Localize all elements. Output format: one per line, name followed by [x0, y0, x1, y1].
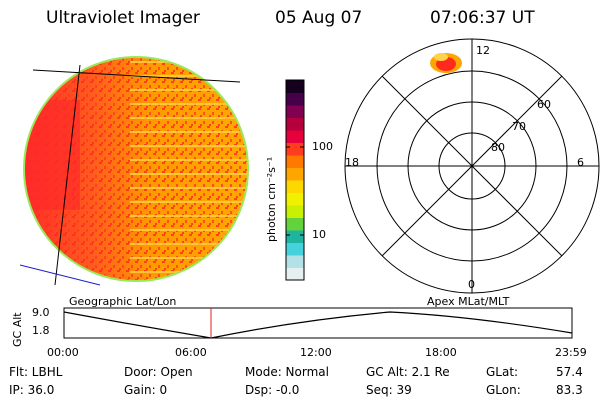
ip-status: IP: 36.0 [9, 383, 55, 397]
colorbar-band [286, 105, 304, 118]
lat-label-80: 80 [491, 141, 505, 154]
colorbar-band [286, 267, 304, 281]
colorbar-band [286, 167, 304, 181]
timeline-xtick-3: 18:00 [425, 346, 457, 359]
gcalt-status: GC Alt: 2.1 Re [366, 365, 450, 379]
seq-status: Seq: 39 [366, 383, 412, 397]
colorbar-band [286, 205, 304, 218]
glat-value: 57.4 [556, 365, 583, 379]
mode-status: Mode: Normal [245, 365, 329, 379]
timeline-xtick-1: 06:00 [175, 346, 207, 359]
colorbar-unit-label: photon cm⁻²s⁻¹ [265, 156, 278, 242]
lat-label-70: 70 [512, 120, 526, 133]
colorbar-band [286, 242, 304, 256]
instrument-title: Ultraviolet Imager [46, 8, 200, 28]
glat-label: GLat: [486, 365, 519, 379]
mlt-label-0: 0 [468, 278, 475, 291]
mlt-label-18: 18 [345, 156, 359, 169]
gain-status: Gain: 0 [124, 383, 168, 397]
colorbar-tick-100: 100 [312, 140, 333, 153]
glon-value: 83.3 [556, 383, 583, 397]
colorbar-tick-10: 10 [312, 228, 326, 241]
colorbar-band [286, 92, 304, 106]
colorbar-band [286, 155, 304, 168]
colorbar-band [286, 192, 304, 206]
mlt-label-12: 12 [476, 44, 490, 57]
colorbar-band [286, 80, 304, 93]
timeline-ytick-top: 9.0 [32, 306, 50, 319]
timeline-xtick-0: 00:00 [47, 346, 79, 359]
colorbar-band [286, 230, 304, 243]
colorbar-band [286, 255, 304, 268]
timeline-right-label: Apex MLat/MLT [427, 295, 510, 308]
glon-label: GLon: [486, 383, 521, 397]
door-status: Door: Open [124, 365, 193, 379]
timeline-left-label: Geographic Lat/Lon [69, 295, 177, 308]
filter-status: Flt: LBHL [9, 365, 63, 379]
colorbar-band [286, 180, 304, 193]
timeline-xtick-2: 12:00 [300, 346, 332, 359]
colorbar-band [286, 142, 304, 156]
auroral-patch [430, 53, 462, 73]
timeline-ytick-bottom: 1.8 [32, 324, 50, 337]
colorbar-band [286, 117, 304, 131]
observation-time: 07:06:37 UT [430, 8, 535, 28]
observation-date: 05 Aug 07 [275, 8, 363, 28]
timeline-xtick-4: 23:59 [555, 346, 587, 359]
timeline-axis-label: GC Alt [11, 312, 24, 347]
lat-label-60: 60 [537, 98, 551, 111]
colorbar-band [286, 130, 304, 143]
colorbar-band [286, 217, 304, 231]
mlt-label-6: 6 [577, 156, 584, 169]
dsp-status: Dsp: -0.0 [245, 383, 300, 397]
